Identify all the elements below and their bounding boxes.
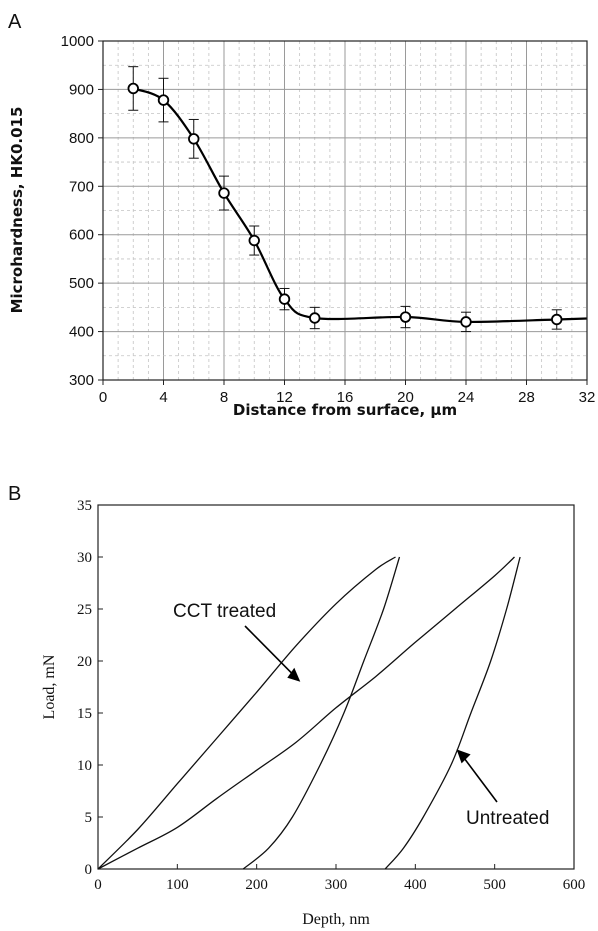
- annotation-untreated: Untreated: [466, 808, 549, 829]
- data-point: [218, 187, 230, 199]
- x-tick-label: 32: [579, 389, 596, 406]
- x-tick-label: 100: [166, 877, 189, 893]
- data-point: [309, 312, 321, 324]
- y-tick-label: 5: [85, 810, 93, 826]
- panel-b-y-ticks: 0 5 10 15 20 25 30 35: [77, 498, 103, 878]
- x-tick-label: 20: [397, 389, 414, 406]
- y-tick-label: 600: [69, 227, 94, 244]
- data-point: [399, 311, 412, 323]
- arrow-head: [287, 667, 301, 682]
- y-tick-label: 20: [77, 654, 92, 670]
- arrow-head: [456, 749, 471, 764]
- x-tick-label: 300: [325, 877, 348, 893]
- y-tick-label: 0: [85, 862, 93, 878]
- loading-curve: [97, 556, 396, 870]
- panel-b-annotations: CCT treated Untreated: [173, 601, 549, 829]
- loading-curve: [97, 556, 515, 870]
- panel-a-points: [127, 66, 563, 333]
- x-tick-label: 24: [458, 389, 475, 406]
- panel-b-curves: [97, 556, 521, 870]
- data-point: [460, 316, 472, 328]
- y-tick-label: 300: [69, 372, 94, 389]
- panel-b-chart: 0 5 10 15 20 25 30 35 0 100 200 300 400 500 600 CCT t…: [41, 498, 585, 928]
- x-tick-label: 500: [483, 877, 506, 893]
- x-tick-label: 0: [99, 389, 107, 406]
- y-tick-label: 800: [69, 130, 94, 147]
- x-tick-label: 28: [518, 389, 535, 406]
- x-tick-label: 16: [337, 389, 354, 406]
- panel-b-label: B: [8, 483, 21, 505]
- x-tick-label: 12: [276, 389, 293, 406]
- data-point: [188, 133, 200, 145]
- x-tick-label: 200: [245, 877, 268, 893]
- panel-a-chart: 300 400 500 600 700 800 900 1000 0 4 8 12 16 20 24 28 3…: [8, 33, 595, 419]
- x-tick-label: 0: [94, 877, 102, 893]
- data-point: [248, 234, 260, 247]
- annotation-cct-treated: CCT treated: [173, 601, 276, 622]
- unloading-curve: [242, 556, 401, 870]
- x-tick-label: 4: [159, 389, 167, 406]
- data-point: [551, 313, 563, 326]
- data-point: [278, 293, 291, 305]
- y-tick-label: 700: [69, 178, 94, 195]
- data-point: [127, 82, 139, 95]
- y-tick-label: 10: [77, 758, 92, 774]
- data-point: [157, 94, 170, 106]
- panel-a-frame: [102, 40, 588, 381]
- y-tick-label: 900: [69, 81, 94, 98]
- y-tick-label: 500: [69, 275, 94, 292]
- panel-a-label: A: [8, 11, 22, 33]
- panel-a-x-ticks: 0 4 8 12 16 20 24 28 32: [99, 380, 596, 406]
- panel-a-y-ticks: 300 400 500 600 700 800 900 1000: [61, 33, 103, 389]
- y-tick-label: 400: [69, 324, 94, 341]
- annotation-arrow: [244, 625, 297, 679]
- y-tick-label: 25: [77, 602, 92, 618]
- panel-b-x-ticks: 0 100 200 300 400 500 600: [94, 864, 585, 893]
- x-tick-label: 8: [220, 389, 228, 406]
- panel-a-x-axis-label: Distance from surface, µm: [233, 401, 457, 419]
- y-tick-label: 30: [77, 550, 92, 566]
- y-tick-label: 15: [77, 706, 92, 722]
- panel-b-x-axis-label: Depth, nm: [302, 911, 370, 928]
- x-tick-label: 400: [404, 877, 427, 893]
- panel-a-y-axis-label: Microhardness, HK0.015: [8, 107, 26, 314]
- x-tick-label: 600: [563, 877, 586, 893]
- annotation-arrow: [459, 752, 498, 803]
- unloading-curve: [384, 556, 521, 870]
- y-tick-label: 35: [77, 498, 92, 514]
- y-tick-label: 1000: [61, 33, 94, 50]
- panel-b-y-axis-label: Load, mN: [41, 654, 58, 719]
